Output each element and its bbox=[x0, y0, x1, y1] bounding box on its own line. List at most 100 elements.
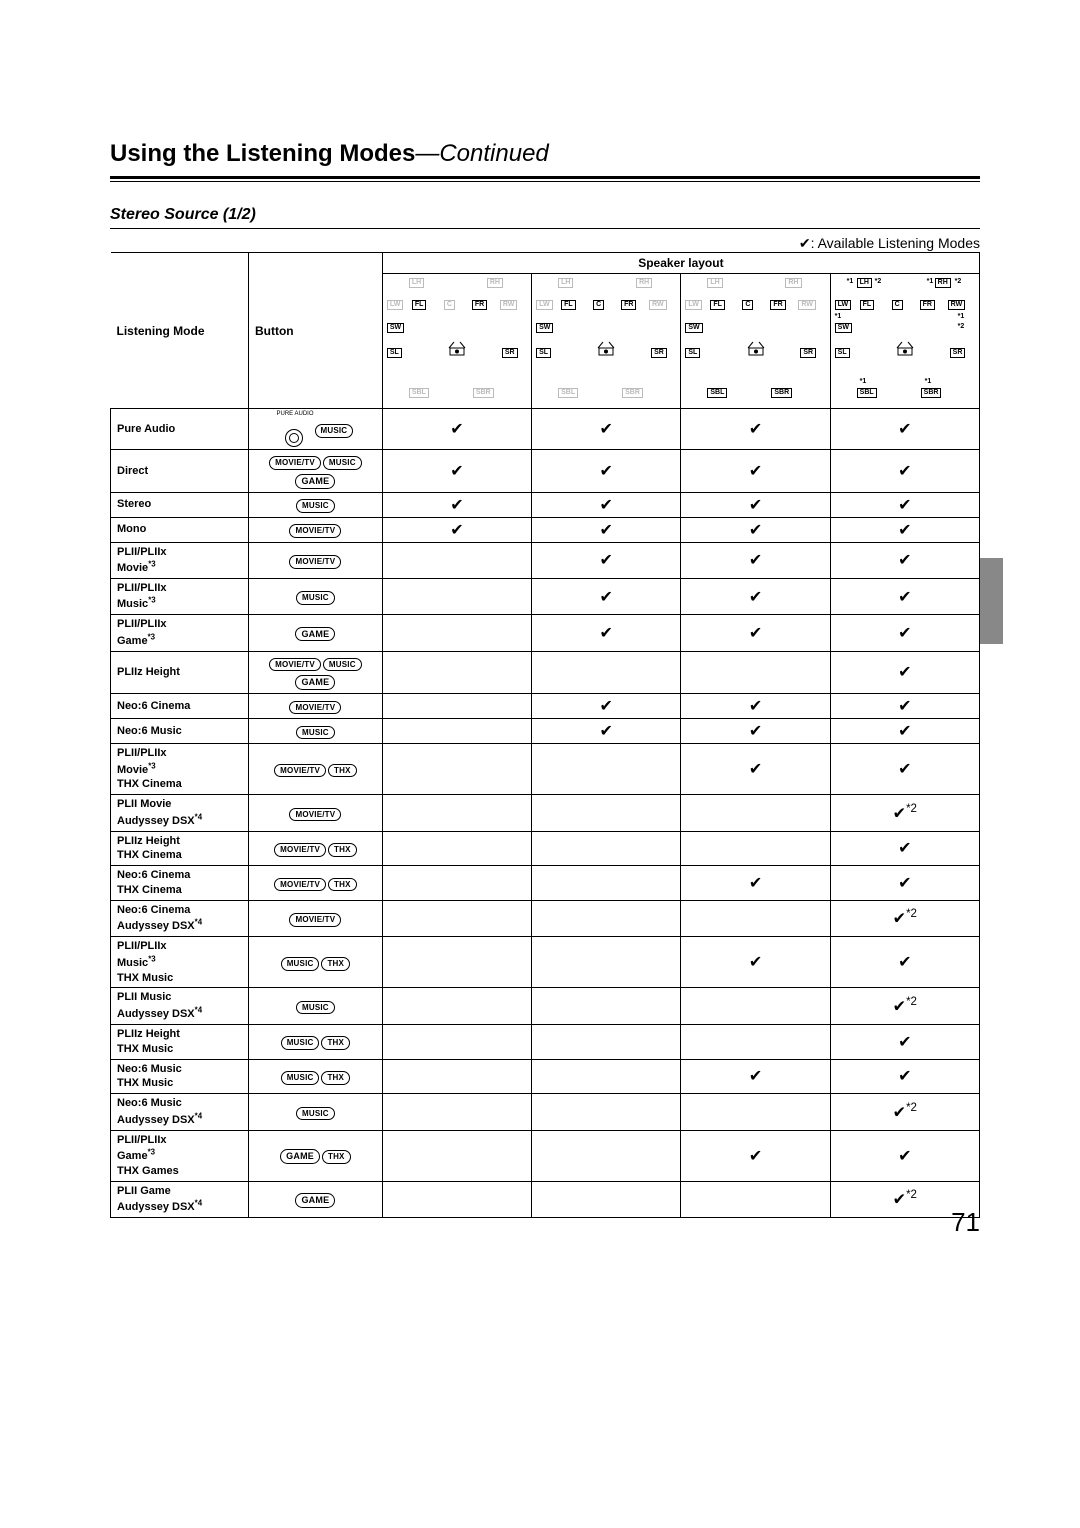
button-cell: GAME bbox=[248, 1181, 382, 1217]
note-star2: *2 bbox=[955, 278, 962, 285]
check-cell-3: ✔ bbox=[681, 1059, 830, 1094]
speaker-layout-diagram: *1*2*1*2LHRHLWFLCFRRW*1*2*1*2SW SLSR*1*1… bbox=[835, 278, 975, 404]
spk-rh: RH bbox=[935, 278, 951, 288]
check-cell-1 bbox=[382, 744, 531, 795]
footnote-2: *2 bbox=[906, 803, 917, 815]
spk-c: C bbox=[593, 300, 604, 310]
spk-lh: LH bbox=[707, 278, 722, 288]
thx-button-pill: THX bbox=[321, 1071, 350, 1085]
spk-sr: SR bbox=[502, 348, 518, 358]
mode-cell: PLII/PLIIxGame*3 bbox=[111, 615, 249, 651]
game-button-pill: GAME bbox=[295, 675, 335, 690]
table-row: MonoMOVIE/TV✔✔✔✔ bbox=[111, 517, 980, 542]
button-cell: MOVIE/TVMUSICGAME bbox=[248, 450, 382, 492]
table-row: Neo:6 CinemaMOVIE/TV✔✔✔ bbox=[111, 694, 980, 719]
table-row: PLII/PLIIxMovie*3MOVIE/TV✔✔✔ bbox=[111, 542, 980, 578]
mode-line: Audyssey DSX*4 bbox=[117, 1114, 202, 1126]
receiver-icon bbox=[746, 340, 766, 356]
mode-line: Pure Audio bbox=[117, 423, 175, 435]
spk-lw: LW bbox=[685, 300, 702, 310]
button-cell: MOVIE/TVTHX bbox=[248, 744, 382, 795]
table-row: PLII/PLIIxMusic*3MUSIC✔✔✔ bbox=[111, 578, 980, 614]
check-cell-1: ✔ bbox=[382, 409, 531, 450]
hdr-button: Button bbox=[248, 253, 382, 409]
check-cell-4: ✔ bbox=[830, 409, 979, 450]
pureaudio-label: PURE AUDIO bbox=[276, 411, 313, 417]
check-cell-3: ✔ bbox=[681, 450, 830, 492]
button-cell: GAME bbox=[248, 615, 382, 651]
check-cell-3: ✔ bbox=[681, 409, 830, 450]
mode-line: Neo:6 Music bbox=[117, 1097, 182, 1109]
mode-cell: PLIIz HeightTHX Music bbox=[111, 1024, 249, 1059]
check-cell-1 bbox=[382, 1024, 531, 1059]
thx-button-pill: THX bbox=[321, 957, 350, 971]
check-cell-4: ✔ bbox=[830, 744, 979, 795]
check-cell-2 bbox=[532, 744, 681, 795]
speaker-layout-diagram: LHRHLWFLCFRRWSW SLSRSBLSBR bbox=[387, 278, 527, 404]
mode-line: Game*3 bbox=[117, 635, 155, 647]
table-row: PLIIz HeightMOVIE/TVMUSICGAME✔ bbox=[111, 651, 980, 693]
check-cell-1 bbox=[382, 1181, 531, 1217]
note-star1: *1 bbox=[958, 313, 965, 320]
check-cell-4: ✔*2 bbox=[830, 900, 979, 936]
mode-cell: Direct bbox=[111, 450, 249, 492]
button-cell: MOVIE/TVMUSICGAME bbox=[248, 651, 382, 693]
music-button-pill: MUSIC bbox=[323, 456, 362, 470]
movietv-button-pill: MOVIE/TV bbox=[269, 658, 321, 672]
speaker-layout-3: LHRHLWFLCFRRWSW SLSRSBLSBR bbox=[681, 274, 830, 409]
thx-button-pill: THX bbox=[328, 764, 357, 778]
spk-fl: FL bbox=[561, 300, 576, 310]
footnote-3: *3 bbox=[148, 559, 155, 568]
mode-line: Neo:6 Music bbox=[117, 1063, 182, 1075]
spk-sw: SW bbox=[536, 323, 553, 333]
check-cell-1: ✔ bbox=[382, 492, 531, 517]
music-button-pill: MUSIC bbox=[281, 957, 320, 971]
table-row: Neo:6 MusicTHX MusicMUSICTHX✔✔ bbox=[111, 1059, 980, 1094]
footnote-4: *4 bbox=[195, 1111, 202, 1120]
spk-sw: SW bbox=[387, 323, 404, 333]
mode-line: Movie*3 bbox=[117, 764, 156, 776]
check-cell-1 bbox=[382, 694, 531, 719]
check-cell-2 bbox=[532, 1130, 681, 1181]
spk-fr: FR bbox=[472, 300, 487, 310]
movietv-button-pill: MOVIE/TV bbox=[274, 878, 326, 892]
check-cell-2 bbox=[532, 937, 681, 988]
check-cell-3 bbox=[681, 1181, 830, 1217]
check-cell-1 bbox=[382, 1094, 531, 1130]
table-row: PLIIz HeightTHX CinemaMOVIE/TVTHX✔ bbox=[111, 831, 980, 866]
button-cell: MOVIE/TV bbox=[248, 900, 382, 936]
mode-line: PLII/PLIIx bbox=[117, 582, 167, 594]
thx-button-pill: THX bbox=[328, 843, 357, 857]
movietv-button-pill: MOVIE/TV bbox=[269, 456, 321, 470]
check-cell-2 bbox=[532, 1024, 681, 1059]
game-button-pill: GAME bbox=[295, 1193, 335, 1208]
receiver-icon bbox=[596, 340, 616, 356]
mode-line: THX Music bbox=[117, 972, 173, 984]
check-cell-3 bbox=[681, 795, 830, 831]
movietv-button-pill: MOVIE/TV bbox=[289, 555, 341, 569]
check-cell-4: ✔ bbox=[830, 937, 979, 988]
mode-line: THX Games bbox=[117, 1165, 179, 1177]
check-cell-3: ✔ bbox=[681, 517, 830, 542]
footnote-3: *3 bbox=[148, 761, 155, 770]
check-cell-3: ✔ bbox=[681, 492, 830, 517]
check-cell-1: ✔ bbox=[382, 517, 531, 542]
check-cell-1 bbox=[382, 831, 531, 866]
check-cell-1 bbox=[382, 542, 531, 578]
spk-fr: FR bbox=[920, 300, 935, 310]
check-cell-4: ✔ bbox=[830, 694, 979, 719]
mode-cell: Neo:6 Cinema bbox=[111, 694, 249, 719]
spk-fl: FL bbox=[710, 300, 725, 310]
check-cell-4: ✔ bbox=[830, 542, 979, 578]
check-cell-1 bbox=[382, 578, 531, 614]
button-cell: MUSIC bbox=[248, 719, 382, 744]
footnote-3: *3 bbox=[148, 954, 155, 963]
check-cell-2 bbox=[532, 795, 681, 831]
check-cell-1 bbox=[382, 866, 531, 901]
table-row: Pure Audio PURE AUDIO MUSIC✔✔✔✔ bbox=[111, 409, 980, 450]
note-star1: *1 bbox=[927, 278, 934, 285]
page-title: Using the Listening Modes—Continued bbox=[110, 140, 980, 176]
note-star2: *2 bbox=[875, 278, 882, 285]
subheading: Stereo Source (1/2) bbox=[110, 206, 980, 224]
check-cell-4: ✔*2 bbox=[830, 795, 979, 831]
